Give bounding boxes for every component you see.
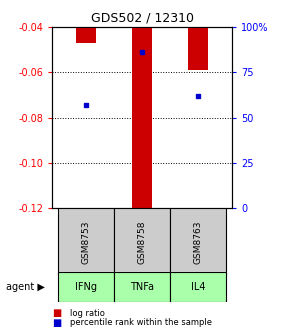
- Bar: [114, 272, 170, 302]
- Bar: [114, 208, 170, 276]
- Text: log ratio: log ratio: [70, 309, 104, 318]
- Text: percentile rank within the sample: percentile rank within the sample: [70, 318, 212, 327]
- Text: IL4: IL4: [191, 282, 206, 292]
- Bar: [58, 208, 114, 276]
- Text: IFNg: IFNg: [75, 282, 97, 292]
- Bar: [188, 27, 208, 70]
- Bar: [170, 272, 226, 302]
- Text: GSM8753: GSM8753: [81, 220, 90, 264]
- Text: agent ▶: agent ▶: [6, 282, 45, 292]
- Text: TNFa: TNFa: [130, 282, 154, 292]
- Text: GSM8763: GSM8763: [194, 220, 203, 264]
- Text: GSM8758: GSM8758: [137, 220, 147, 264]
- Bar: [58, 272, 114, 302]
- Title: GDS502 / 12310: GDS502 / 12310: [90, 11, 194, 24]
- Bar: [132, 27, 152, 211]
- Bar: [170, 208, 226, 276]
- Bar: [76, 27, 96, 43]
- Text: ■: ■: [52, 318, 61, 328]
- Text: ■: ■: [52, 308, 61, 318]
